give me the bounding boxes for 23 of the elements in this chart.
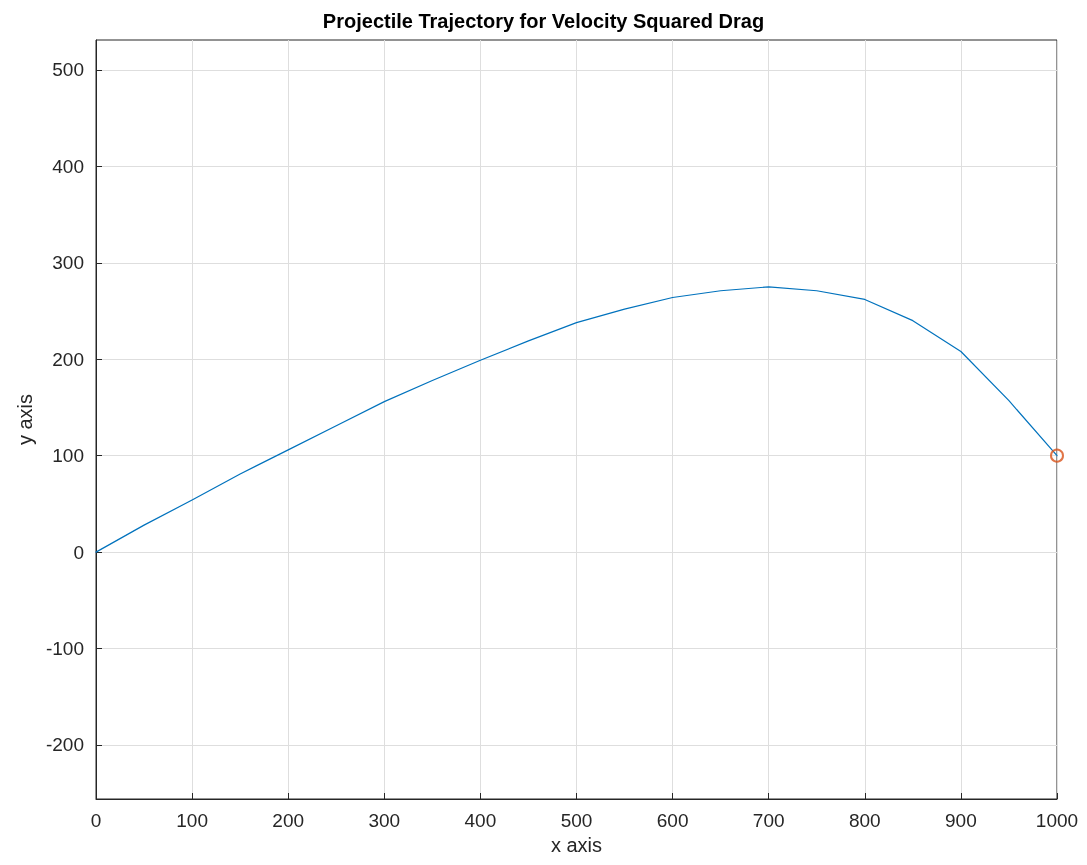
y-tick-label: -200 — [45, 734, 84, 756]
x-tick-label: 500 — [560, 810, 593, 831]
y-tick-label: 0 — [73, 541, 84, 563]
y-tick-label: 300 — [52, 252, 84, 274]
x-tick-label: 800 — [848, 810, 881, 831]
y-tick-label: -100 — [45, 638, 84, 660]
x-tick-label: 0 — [90, 810, 102, 831]
x-axis-title: x axis — [550, 833, 603, 856]
y-tick-label: 200 — [52, 348, 84, 370]
y-tick-label: 500 — [52, 59, 84, 81]
line-series — [95, 286, 1058, 553]
x-tick-label: 900 — [945, 810, 977, 831]
x-tick-label: 100 — [176, 810, 208, 831]
y-tick-label: 100 — [52, 445, 84, 467]
x-tick-label: 400 — [464, 810, 497, 831]
x-tick-label: 700 — [752, 810, 785, 831]
chart-title: Projectile Trajectory for Velocity Squared Drag — [322, 10, 765, 32]
y-tick-label: 400 — [52, 155, 84, 177]
x-tick-label: 1000 — [1035, 810, 1079, 831]
x-tick-label: 200 — [272, 810, 305, 831]
x-tick-label: 300 — [368, 810, 401, 831]
y-axis-title: y axis — [14, 393, 37, 446]
x-tick-label: 600 — [656, 810, 689, 831]
